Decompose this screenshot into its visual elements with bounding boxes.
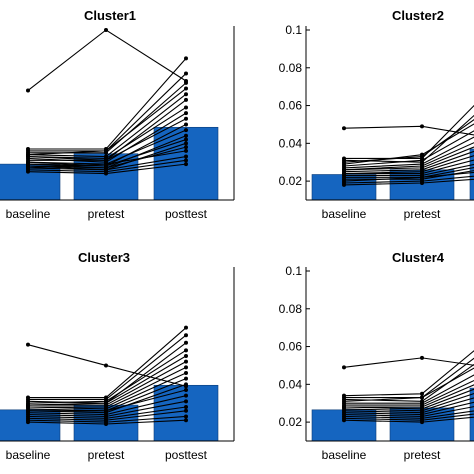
panel-3-subject-17-point-posttest [184, 414, 188, 419]
panel-1-subject-8-point-posttest [184, 105, 188, 110]
panel-4-ytick-label-0.1: 0.1 [285, 264, 302, 278]
panel-4-ytick-label-0.04: 0.04 [279, 377, 303, 391]
panel-3-subject-15-point-posttest [184, 405, 188, 409]
panel-1-subject-17-point-pretest [104, 162, 108, 167]
panel-2-subject-16-point-pretest [420, 175, 424, 180]
panel-2-ytick-label-0.1: 0.1 [285, 23, 302, 37]
panel-4-title: Cluster4 [392, 250, 445, 265]
panel-2-ytick-label-0.06: 0.06 [279, 99, 303, 113]
panel-3-subject-9-point-posttest [184, 371, 188, 375]
panel-1-subject-10-point-pretest [104, 158, 108, 163]
panel-3-subject-16-point-posttest [184, 408, 188, 413]
panel-4-ytick-label-0.02: 0.02 [279, 415, 303, 429]
panel-2-subject-line-5 [343, 123, 474, 165]
panel-2-xtick-label-baseline: baseline [322, 207, 367, 221]
panel-3-xtick-label-baseline: baseline [6, 448, 51, 462]
panel-1-subject-20-point-pretest [104, 171, 108, 176]
panel-1-subject-7-point-posttest [184, 97, 188, 102]
panel-1-subject-20-point-posttest [184, 162, 188, 167]
panel-3-subject-18-point-baseline [26, 420, 30, 425]
panel-2-subject-1-point-pretest [420, 124, 424, 129]
panel-2-ytick-label-0.08: 0.08 [279, 61, 303, 75]
panel-3-xtick-label-posttest: posttest [165, 448, 208, 462]
panel-3-subject-18-point-posttest [184, 418, 188, 423]
panel-1-subject-1-point-pretest [104, 28, 108, 32]
panel-3-subject-4-point-posttest [184, 340, 188, 345]
panel-1-subject-3-point-posttest [184, 71, 188, 76]
panel-3-subject-11-point-posttest [184, 382, 188, 387]
panel-3-subject-1-point-pretest [104, 363, 108, 368]
panel-4-ytick-label-0.08: 0.08 [279, 302, 303, 316]
panel-3-subject-3-point-posttest [184, 333, 188, 338]
panel-1-subject-11-point-posttest [184, 122, 188, 127]
panel-4-xtick-label-baseline: baseline [322, 448, 367, 462]
panel-4-subject-16-point-pretest [420, 420, 424, 425]
panel-4-subject-16-point-baseline [342, 418, 346, 423]
panel-1-subject-6-point-posttest [184, 92, 188, 97]
panel-2-title: Cluster2 [392, 8, 444, 23]
panel-1-xtick-label-baseline: baseline [6, 207, 51, 221]
panel-1-title: Cluster1 [84, 8, 136, 23]
panel-3-subject-8-point-posttest [184, 365, 188, 370]
panel-2-subject-line-2 [344, 104, 474, 159]
panel-1-subject-10-point-posttest [184, 116, 188, 121]
panel-3-subject-2-point-posttest [184, 325, 188, 330]
panel-1-subject-1-point-baseline [26, 88, 30, 93]
panel-3-subject-12-point-posttest [184, 388, 188, 392]
panel-1-subject-13-point-posttest [184, 133, 188, 138]
panel-2-subject-1-point-baseline [342, 126, 346, 131]
panel-1-subject-16-point-posttest [184, 145, 188, 150]
panel-1-xtick-label-pretest: pretest [88, 207, 125, 221]
panel-1-subject-12-point-posttest [184, 128, 188, 133]
panel-2-subject-18-point-pretest [420, 181, 424, 185]
panel-4-subject-2-point-pretest [420, 391, 424, 396]
panel-2-ytick-label-0.02: 0.02 [279, 174, 303, 188]
panel-1-subject-5-point-posttest [184, 86, 188, 91]
panel-4-subject-5-point-pretest [420, 395, 424, 400]
panel-3-title: Cluster3 [78, 250, 130, 265]
panel-1-subject-17-point-posttest [184, 148, 188, 153]
panel-3-subject-10-point-posttest [184, 376, 188, 381]
panel-1-subject-4-point-posttest [184, 80, 188, 85]
panel-4-ytick-label-0.06: 0.06 [279, 340, 303, 354]
panel-3-subject-12-point-pretest [104, 408, 108, 413]
panel-1-subject-18-point-posttest [184, 154, 188, 159]
panel-3-xtick-label-pretest: pretest [88, 448, 125, 462]
panel-1-subject-20-point-baseline [26, 169, 30, 174]
panel-3-subject-14-point-posttest [184, 399, 188, 404]
panel-2-subject-18-point-baseline [342, 182, 346, 187]
panel-1-subject-2-point-posttest [184, 56, 188, 61]
panel-2-ytick-label-0.04: 0.04 [279, 136, 303, 150]
panel-1-subject-5-point-pretest [104, 148, 108, 153]
panel-4-subject-1-point-pretest [420, 355, 424, 360]
panel-2-subject-line-4 [343, 119, 474, 163]
panel-3-subject-13-point-posttest [184, 393, 188, 398]
panel-1-subject-9-point-posttest [184, 111, 188, 116]
panel-1-subject-19-point-posttest [184, 158, 188, 163]
panel-3-subject-5-point-posttest [184, 348, 188, 353]
panel-2-bar-posttest [469, 148, 474, 201]
panel-4-subject-1-point-baseline [342, 365, 346, 370]
panel-2-subject-5-point-pretest [420, 152, 424, 157]
panel-2-xtick-label-pretest: pretest [404, 207, 441, 221]
panel-2-subject-6-point-pretest [420, 158, 424, 163]
panel-4-xtick-label-pretest: pretest [404, 448, 441, 462]
panel-3-subject-6-point-posttest [184, 354, 188, 358]
panel-3-subject-1-point-baseline [26, 342, 30, 347]
panel-1-xtick-label-posttest: posttest [165, 207, 208, 221]
panel-1-subject-15-point-posttest [184, 141, 188, 146]
panel-1-subject-line-1 [27, 29, 187, 91]
panel-3-subject-18-point-pretest [104, 422, 108, 426]
panel-3-subject-7-point-posttest [184, 359, 188, 364]
panel-1-subject-14-point-posttest [184, 137, 188, 142]
